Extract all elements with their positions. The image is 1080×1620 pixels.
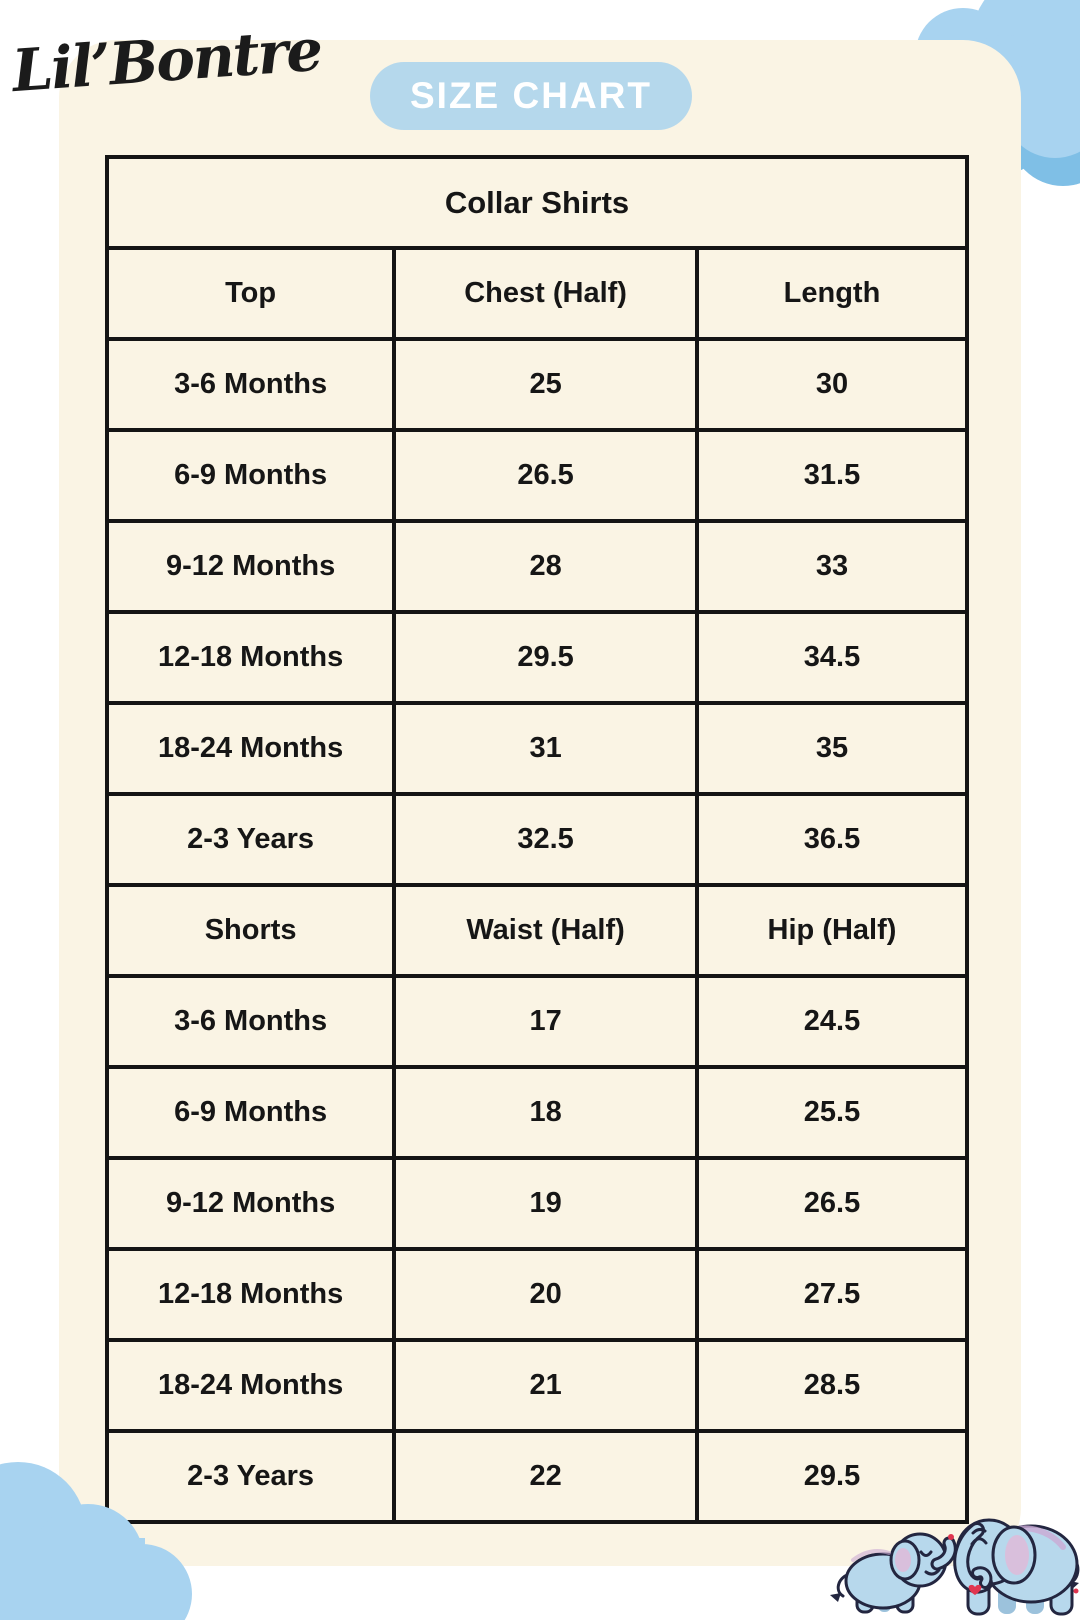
measure-cell: 25.5 xyxy=(694,1065,970,1160)
measure-cell: 22 xyxy=(392,1429,699,1524)
measure-cell: 34.5 xyxy=(694,610,970,705)
measure-cell: 29.5 xyxy=(392,610,699,705)
measure-cell: 24.5 xyxy=(694,974,970,1069)
measure-cell: 29.5 xyxy=(694,1429,970,1524)
measure-cell: 26.5 xyxy=(392,428,699,523)
measure-cell: 31 xyxy=(392,701,699,796)
table-row: 18-24 Months 31 35 xyxy=(104,701,970,796)
table-title: Collar Shirts xyxy=(105,155,969,250)
table-row: 3-6 Months 25 30 xyxy=(104,337,970,432)
size-chart-badge-label: SIZE CHART xyxy=(410,75,652,116)
size-cell: 12-18 Months xyxy=(104,1247,397,1342)
size-cell: 12-18 Months xyxy=(104,610,397,705)
size-cell: 6-9 Months xyxy=(104,1065,397,1160)
column-header-shorts: Shorts xyxy=(104,883,397,978)
size-cell: 2-3 Years xyxy=(104,1429,397,1524)
measure-cell: 30 xyxy=(694,337,970,432)
size-cell: 2-3 Years xyxy=(104,792,397,887)
column-header-waist: Waist (Half) xyxy=(392,883,699,978)
size-cell: 18-24 Months xyxy=(104,1338,397,1433)
measure-cell: 17 xyxy=(392,974,699,1069)
measure-cell: 20 xyxy=(392,1247,699,1342)
column-header-hip: Hip (Half) xyxy=(694,883,970,978)
size-cell: 3-6 Months xyxy=(104,974,397,1069)
table-row: 2-3 Years 22 29.5 xyxy=(104,1429,970,1524)
elephants-illustration xyxy=(830,1518,1080,1616)
cloud-bottom-left-icon xyxy=(0,1462,192,1620)
table-row: 9-12 Months 19 26.5 xyxy=(104,1156,970,1251)
size-cell: 9-12 Months xyxy=(104,1156,397,1251)
table-row: 6-9 Months 26.5 31.5 xyxy=(104,428,970,523)
measure-cell: 19 xyxy=(392,1156,699,1251)
column-header-chest: Chest (Half) xyxy=(392,246,699,341)
size-chart-table: Collar Shirts Top Chest (Half) Length 3-… xyxy=(104,155,970,1524)
table-row: 6-9 Months 18 25.5 xyxy=(104,1065,970,1160)
table-title-row: Collar Shirts xyxy=(105,155,969,250)
measure-cell: 33 xyxy=(694,519,970,614)
measure-cell: 21 xyxy=(392,1338,699,1433)
measure-cell: 28 xyxy=(392,519,699,614)
table-row: 2-3 Years 32.5 36.5 xyxy=(104,792,970,887)
table-row: 9-12 Months 28 33 xyxy=(104,519,970,614)
measure-cell: 18 xyxy=(392,1065,699,1160)
table-header-row: Shorts Waist (Half) Hip (Half) xyxy=(104,883,970,978)
column-header-top: Top xyxy=(104,246,397,341)
measure-cell: 31.5 xyxy=(694,428,970,523)
table-header-row: Top Chest (Half) Length xyxy=(104,246,970,341)
size-cell: 6-9 Months xyxy=(104,428,397,523)
measure-cell: 25 xyxy=(392,337,699,432)
size-chart-badge: SIZE CHART xyxy=(370,62,692,130)
size-cell: 9-12 Months xyxy=(104,519,397,614)
measure-cell: 35 xyxy=(694,701,970,796)
table-row: 3-6 Months 17 24.5 xyxy=(104,974,970,1069)
table-row: 12-18 Months 20 27.5 xyxy=(104,1247,970,1342)
measure-cell: 27.5 xyxy=(694,1247,970,1342)
table-row: 18-24 Months 21 28.5 xyxy=(104,1338,970,1433)
size-cell: 3-6 Months xyxy=(104,337,397,432)
measure-cell: 26.5 xyxy=(694,1156,970,1251)
measure-cell: 28.5 xyxy=(694,1338,970,1433)
column-header-length: Length xyxy=(694,246,970,341)
measure-cell: 32.5 xyxy=(392,792,699,887)
size-cell: 18-24 Months xyxy=(104,701,397,796)
measure-cell: 36.5 xyxy=(694,792,970,887)
table-row: 12-18 Months 29.5 34.5 xyxy=(104,610,970,705)
